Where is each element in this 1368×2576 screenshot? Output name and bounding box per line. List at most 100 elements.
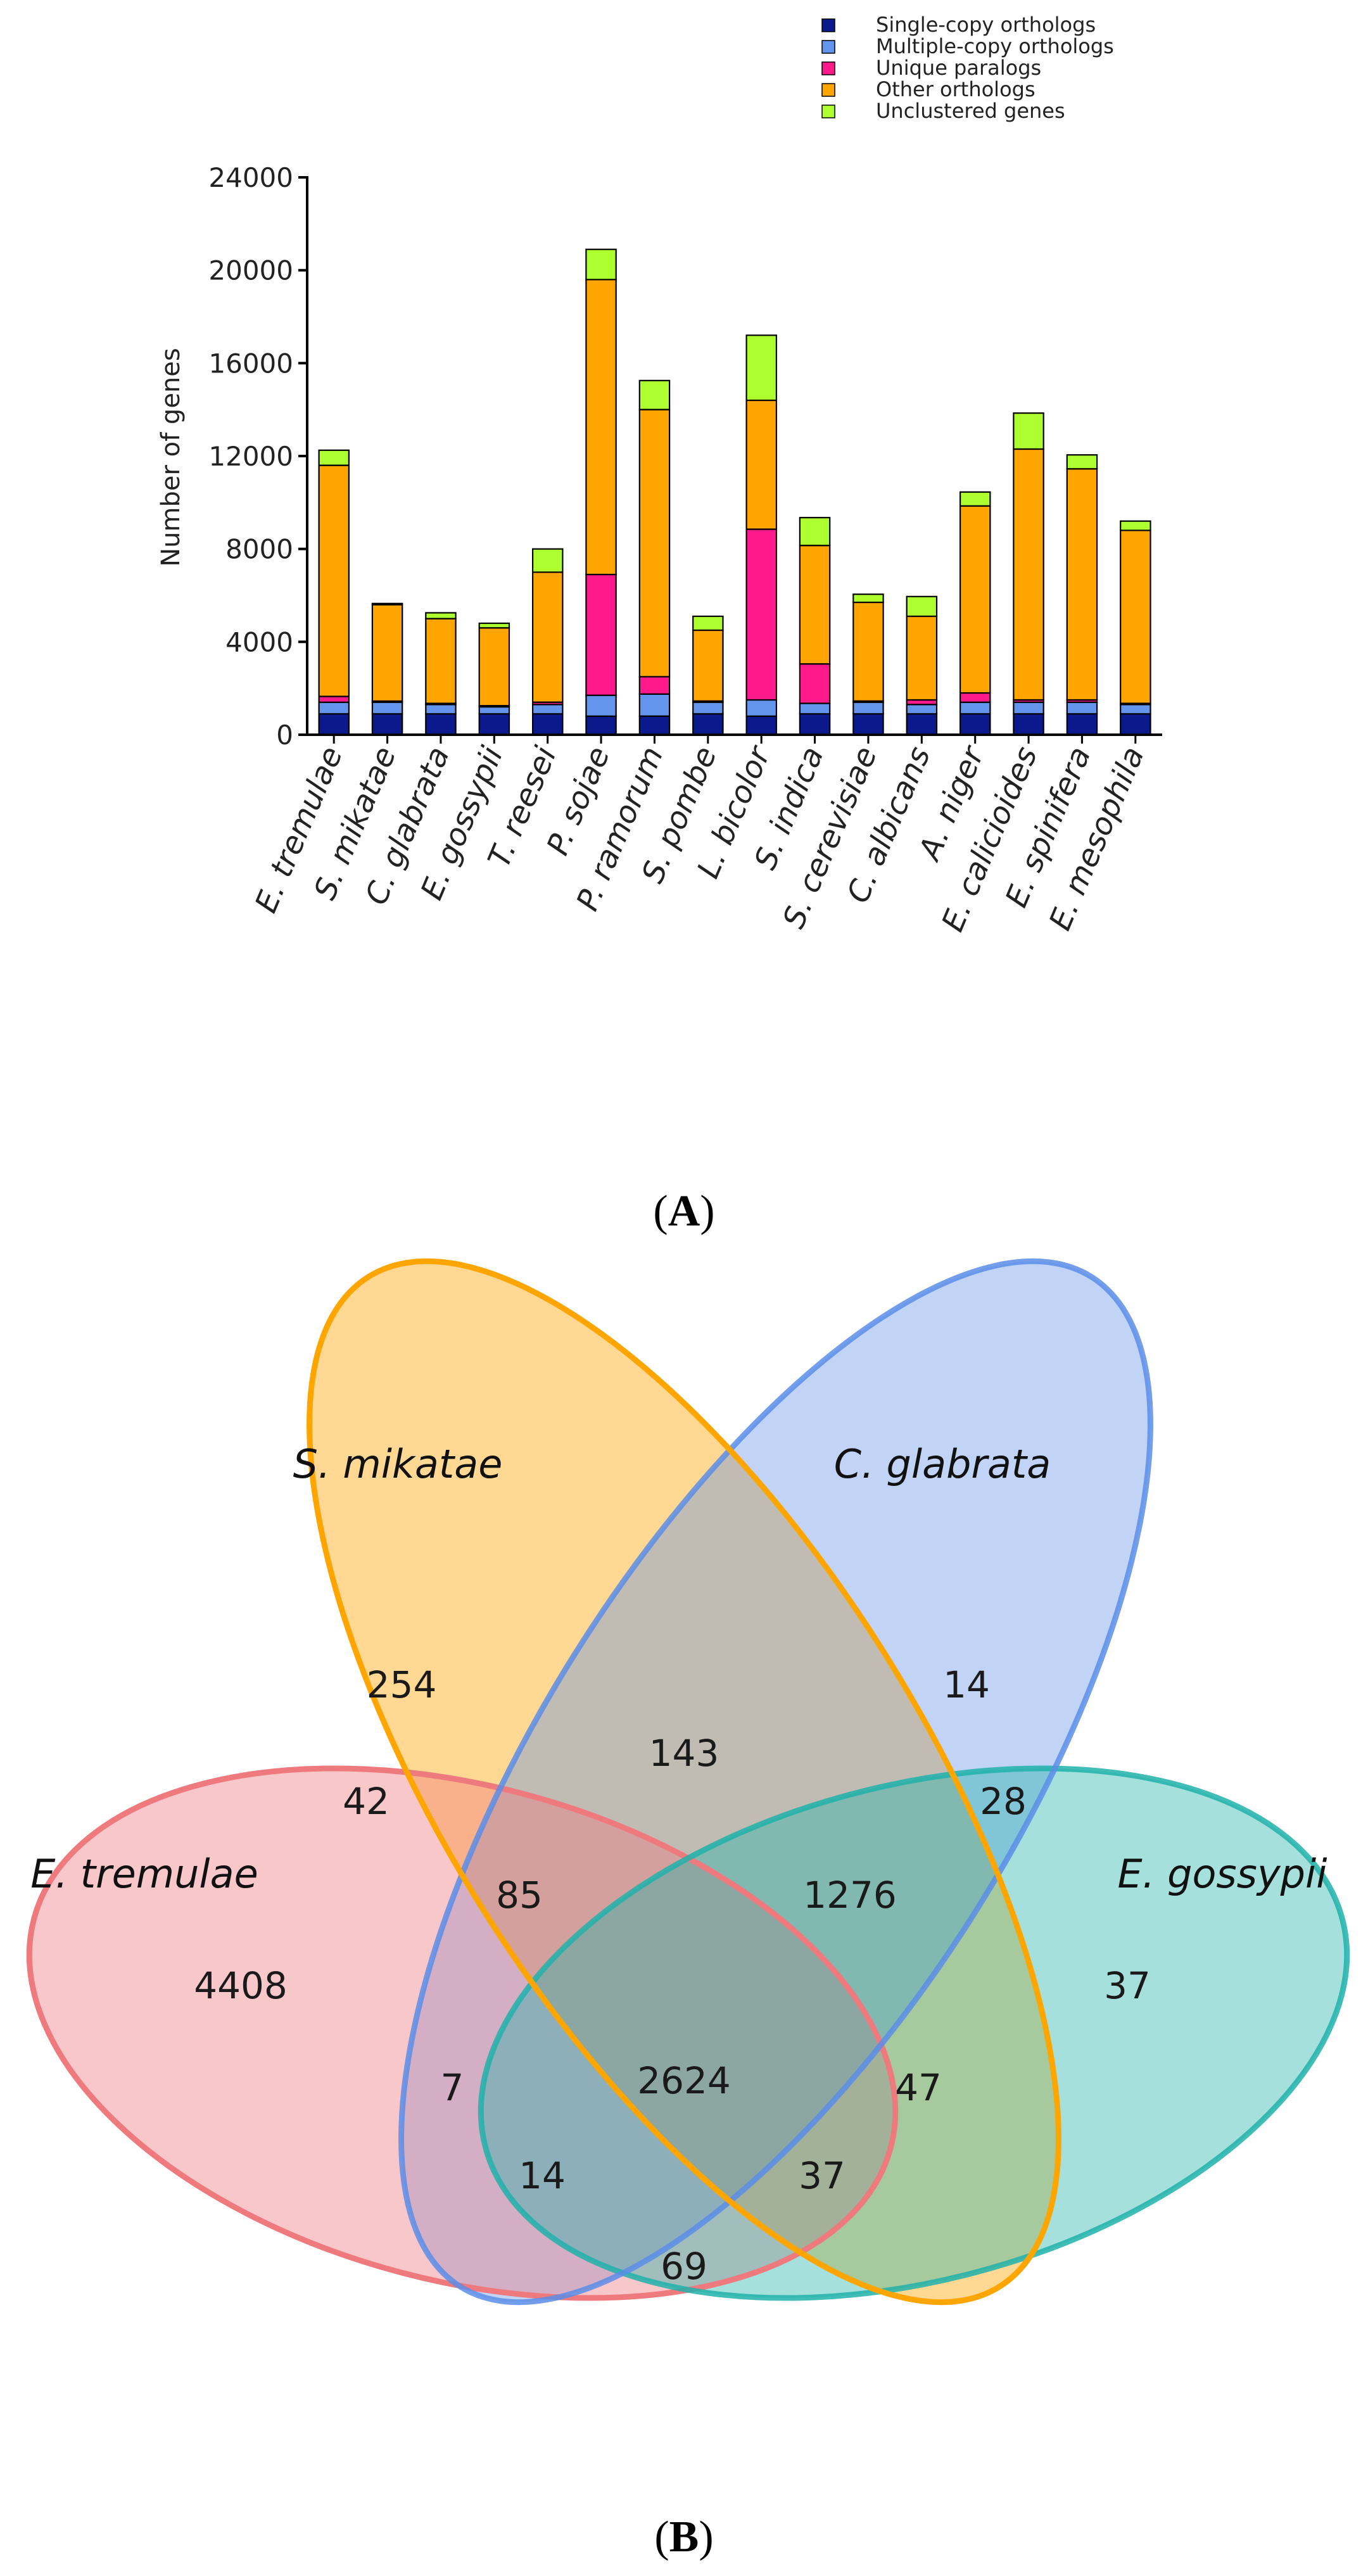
venn-count-e-gossypii-only: 37 bbox=[1104, 1964, 1151, 2007]
bar-s-mikatae-single-copy-orthologs bbox=[371, 713, 403, 736]
venn-set-label-e-gossypii: E. gossypii bbox=[1118, 1851, 1327, 1897]
bar-s-pombe-multiple-copy-orthologs bbox=[692, 701, 724, 715]
bar-s-indica-multiple-copy-orthologs bbox=[799, 702, 831, 715]
legend-swatch-multiple-copy bbox=[821, 40, 835, 54]
bar-p-sojae-multiple-copy-orthologs bbox=[585, 694, 617, 717]
bar-l-bicolor-unclustered-genes bbox=[745, 334, 777, 402]
bar-e-spinifera-multiple-copy-orthologs bbox=[1066, 701, 1098, 715]
venn-set-e-gossypii-fill bbox=[481, 1768, 1347, 2299]
y-tick-label-0: 0 bbox=[276, 720, 293, 751]
bar-c-glabrata-unclustered-genes bbox=[425, 612, 457, 619]
bar-e-mesophila-other-orthologs bbox=[1120, 530, 1151, 704]
bar-t-reesei-multiple-copy-orthologs bbox=[531, 704, 564, 715]
bar-s-cerevisiae-multiple-copy-orthologs bbox=[852, 701, 884, 715]
legend: Single-copy orthologs Multiple-copy orth… bbox=[821, 13, 1114, 123]
bar-s-cerevisiae-single-copy-orthologs bbox=[852, 713, 884, 736]
bar-e-calicioides-other-orthologs bbox=[1013, 448, 1044, 701]
legend-label-unclustered: Unclustered genes bbox=[876, 99, 1065, 123]
venn-set-e-gossypii-outline bbox=[478, 1765, 1350, 2301]
bar-a-niger-single-copy-orthologs bbox=[959, 713, 991, 736]
bar-s-pombe-single-copy-orthologs bbox=[692, 713, 724, 736]
venn-count-smik-cgla: 143 bbox=[649, 1732, 719, 1775]
venn-count-e-tremulae-only: 4408 bbox=[194, 1964, 288, 2007]
panel-label-a: (A) bbox=[653, 1187, 714, 1236]
venn-count-cgla-egos: 28 bbox=[980, 1780, 1027, 1823]
bar-c-albicans-unclustered-genes bbox=[906, 595, 938, 618]
bar-e-tremulae-single-copy-orthologs bbox=[318, 713, 350, 736]
bar-p-sojae-unclustered-genes bbox=[585, 248, 617, 281]
bar-e-calicioides-multiple-copy-orthologs bbox=[1013, 701, 1044, 715]
legend-label-other-orthologs: Other orthologs bbox=[876, 77, 1036, 101]
legend-label-multiple-copy: Multiple-copy orthologs bbox=[876, 34, 1114, 58]
venn-set-s-mikatae-fill bbox=[309, 1261, 1059, 2302]
bar-e-spinifera-other-orthologs bbox=[1066, 468, 1098, 701]
bar-p-sojae-unique-paralogs bbox=[585, 573, 617, 696]
venn-count-s-mikatae-only: 254 bbox=[367, 1663, 437, 1706]
bar-e-spinifera-unclustered-genes bbox=[1066, 454, 1098, 470]
bar-s-cerevisiae-unclustered-genes bbox=[852, 593, 884, 604]
panel-label-b-letter: B bbox=[669, 2513, 699, 2561]
bars-layer bbox=[318, 248, 1151, 736]
bar-a-niger-other-orthologs bbox=[959, 505, 991, 694]
bar-s-mikatae-other-orthologs bbox=[371, 604, 403, 702]
y-tick-label-20000: 20000 bbox=[208, 255, 293, 286]
bar-l-bicolor-multiple-copy-orthologs bbox=[745, 699, 777, 717]
bar-s-indica-unclustered-genes bbox=[799, 517, 831, 547]
bar-p-ramorum-multiple-copy-orthologs bbox=[638, 693, 671, 717]
venn-count-etre-smik-cgla: 85 bbox=[496, 1874, 543, 1917]
bar-e-gossypii-single-copy-orthologs bbox=[478, 713, 510, 736]
bar-s-indica-unique-paralogs bbox=[799, 663, 831, 704]
bar-s-mikatae-multiple-copy-orthologs bbox=[371, 701, 403, 715]
legend-swatch-single-copy bbox=[821, 18, 835, 32]
bar-e-gossypii-unclustered-genes bbox=[478, 622, 510, 629]
bar-c-albicans-single-copy-orthologs bbox=[906, 713, 938, 736]
bar-e-tremulae-other-orthologs bbox=[318, 464, 350, 697]
bar-e-tremulae-unique-paralogs bbox=[318, 695, 350, 703]
bar-s-mikatae-unclustered-genes bbox=[371, 602, 403, 606]
bar-c-albicans-other-orthologs bbox=[906, 615, 938, 701]
bar-e-gossypii-other-orthologs bbox=[478, 627, 510, 707]
y-tick-label-24000: 24000 bbox=[208, 162, 293, 193]
y-tick-label-16000: 16000 bbox=[208, 348, 293, 379]
bar-e-calicioides-single-copy-orthologs bbox=[1013, 713, 1044, 736]
venn-set-c-glabrata-fill bbox=[401, 1261, 1151, 2302]
bar-s-cerevisiae-other-orthologs bbox=[852, 601, 884, 702]
bar-t-reesei-other-orthologs bbox=[531, 571, 564, 703]
venn-count-all-four: 2624 bbox=[637, 2059, 731, 2102]
bar-c-albicans-multiple-copy-orthologs bbox=[906, 704, 938, 715]
venn-set-label-c-glabrata: C. glabrata bbox=[834, 1441, 1051, 1487]
bar-e-mesophila-multiple-copy-orthologs bbox=[1120, 704, 1151, 715]
bar-l-bicolor-other-orthologs bbox=[745, 399, 777, 530]
bar-e-spinifera-single-copy-orthologs bbox=[1066, 713, 1098, 736]
venn-count-etre-smik: 42 bbox=[343, 1780, 390, 1823]
bar-p-ramorum-single-copy-orthologs bbox=[638, 715, 671, 736]
y-tick-label-12000: 12000 bbox=[208, 441, 293, 472]
bar-e-mesophila-single-copy-orthologs bbox=[1120, 713, 1151, 736]
y-tick-label-4000: 4000 bbox=[225, 626, 293, 657]
legend-label-single-copy: Single-copy orthologs bbox=[876, 13, 1096, 37]
bar-t-reesei-single-copy-orthologs bbox=[531, 713, 564, 736]
bar-s-pombe-unclustered-genes bbox=[692, 615, 724, 631]
venn-count-smik-egos: 47 bbox=[895, 2066, 942, 2109]
bar-p-ramorum-other-orthologs bbox=[638, 409, 671, 678]
venn-count-smik-cgla-egos: 1276 bbox=[803, 1874, 897, 1917]
bar-c-glabrata-multiple-copy-orthologs bbox=[425, 704, 457, 715]
venn-region-counts: 254 14 143 42 28 85 1276 4408 37 7 2624 … bbox=[194, 1663, 1151, 2288]
venn-count-c-glabrata-only: 14 bbox=[943, 1663, 990, 1706]
venn-set-c-glabrata-outline bbox=[398, 1258, 1153, 2306]
bar-s-pombe-other-orthologs bbox=[692, 629, 724, 702]
bar-l-bicolor-unique-paralogs bbox=[745, 528, 777, 701]
legend-swatch-unclustered bbox=[821, 105, 835, 118]
y-tick-label-8000: 8000 bbox=[225, 534, 293, 565]
bar-a-niger-unique-paralogs bbox=[959, 692, 991, 703]
bar-e-tremulae-multiple-copy-orthologs bbox=[318, 701, 350, 715]
bar-chart: Single-copy orthologs Multiple-copy orth… bbox=[156, 13, 1162, 937]
legend-swatch-unique-paralogs bbox=[821, 61, 835, 75]
bar-a-niger-unclustered-genes bbox=[959, 491, 991, 507]
venn-diagram: S. mikatae C. glabrata E. tremulae E. go… bbox=[26, 1258, 1350, 2306]
bar-c-glabrata-single-copy-orthologs bbox=[425, 713, 457, 736]
bar-p-sojae-single-copy-orthologs bbox=[585, 715, 617, 736]
venn-set-label-s-mikatae: S. mikatae bbox=[293, 1441, 503, 1487]
venn-count-etre-egos: 69 bbox=[661, 2245, 707, 2288]
